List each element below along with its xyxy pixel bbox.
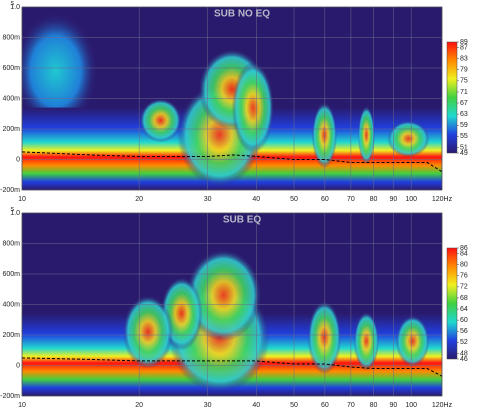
- y-tick-label: 400m: [2, 301, 20, 308]
- colorbar-label: 80: [460, 261, 468, 268]
- colorbar-label: 46: [460, 356, 468, 363]
- x-tick-label: 70: [347, 402, 355, 407]
- colorbar-label: 72: [460, 284, 468, 291]
- colorbar: [446, 41, 458, 154]
- x-tick-label: 80: [370, 196, 378, 203]
- heat-blob: [232, 61, 274, 154]
- x-tick-label: 20: [135, 402, 143, 407]
- chart-title: SUB EQ: [223, 215, 262, 226]
- colorbar-label: 89: [460, 39, 468, 46]
- plot-border: [21, 6, 443, 191]
- y-tick-label: -200m: [0, 393, 20, 400]
- heat-blob: [122, 295, 174, 369]
- x-tick-label: 120Hz: [432, 196, 453, 203]
- heat-blob: [311, 102, 337, 169]
- colorbar-label: 68: [460, 295, 468, 302]
- heat-blob: [185, 249, 262, 342]
- y-tick-label: 800m: [2, 240, 20, 247]
- x-tick-label: 20: [135, 196, 143, 203]
- colorbar-label: 64: [460, 306, 468, 313]
- colorbar-label: 51: [460, 144, 468, 151]
- colorbar-label: 60: [460, 317, 468, 324]
- x-tick-label: 60: [321, 196, 329, 203]
- panel: 1.0 800m 600m 400m 200m 0 -200m 10 20 30 40 50 60 70 8…: [0, 0, 468, 203]
- y-tick-label: 0: [16, 156, 20, 163]
- line: [21, 151, 443, 173]
- y-tick-label: 200m: [2, 126, 20, 133]
- colorbar-label: 76: [460, 273, 468, 280]
- x-tick-label: 90: [389, 196, 397, 203]
- colorbar-label: 59: [460, 122, 468, 129]
- y-tick-label: 600m: [2, 271, 20, 278]
- x-tick-label: 40: [252, 196, 260, 203]
- x-tick-label: 70: [347, 196, 355, 203]
- y-tick-label: 0: [16, 362, 20, 369]
- y-tick-label: 600m: [2, 65, 20, 72]
- plot-border: [21, 212, 443, 397]
- chart-title: SUB NO EQ: [214, 9, 270, 20]
- x-tick-label: 60: [321, 402, 329, 407]
- heat: [22, 12, 442, 190]
- y-unit: s: [11, 206, 15, 213]
- x-tick-label: 10: [18, 196, 26, 203]
- y-tick-label: -200m: [0, 187, 20, 194]
- x-tick-label: 40: [252, 402, 260, 407]
- colorbar-label: 56: [460, 328, 468, 335]
- y-tick-label: 200m: [2, 332, 20, 339]
- heat-blob: [139, 98, 182, 143]
- x-tick-label: 50: [290, 196, 298, 203]
- colorbar-label: 84: [460, 250, 468, 257]
- y-tick-label: 800m: [2, 34, 20, 41]
- x-tick-label: 10: [18, 402, 26, 407]
- colorbar-label: 79: [460, 67, 468, 74]
- line: [21, 357, 443, 377]
- colorbar-label: 87: [460, 44, 468, 51]
- heat-blob: [353, 311, 379, 371]
- colorbar: [446, 247, 458, 360]
- heat: [22, 249, 442, 396]
- x-tick-label: 30: [204, 196, 212, 203]
- x-tick-label: 120Hz: [432, 402, 453, 407]
- heat-blob: [395, 315, 430, 367]
- heat-blob: [22, 12, 98, 130]
- colorbar-label: 71: [460, 89, 468, 96]
- colorbar-label: 75: [460, 78, 468, 85]
- colorbar-label: 86: [460, 245, 468, 252]
- colorbar-label: 83: [460, 55, 468, 62]
- heat-blob: [358, 105, 375, 165]
- colorbar-label: 55: [460, 133, 468, 140]
- panel: 1.0 800m 600m 400m 200m 0 -200m 10 20 30 40 50 60 70 8…: [0, 206, 468, 409]
- colorbar-label: 49: [460, 150, 468, 157]
- x-tick-label: 30: [204, 402, 212, 407]
- y-tick-label: 1.0: [10, 210, 20, 217]
- x-tick-label: 90: [389, 402, 397, 407]
- x-tick-label: 100: [405, 402, 417, 407]
- x-tick-label: 80: [370, 402, 378, 407]
- colorbar-label: 48: [460, 350, 468, 357]
- y-tick-label: 400m: [2, 95, 20, 102]
- colorbar-label: 52: [460, 339, 468, 346]
- x-tick-label: 100: [405, 196, 417, 203]
- colorbar-label: 63: [460, 111, 468, 118]
- y-unit: s: [11, 0, 15, 7]
- heat-blob: [387, 120, 430, 158]
- colorbar-label: 67: [460, 100, 468, 107]
- y-tick-label: 1.0: [10, 4, 20, 11]
- x-tick-label: 50: [290, 402, 298, 407]
- heat-blob: [307, 300, 342, 375]
